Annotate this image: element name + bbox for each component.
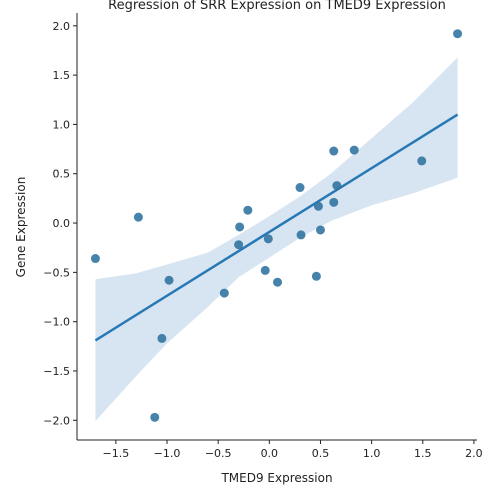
data-points-layer <box>90 29 463 422</box>
data-point <box>164 275 174 285</box>
x-tick-label: 0.0 <box>261 447 279 460</box>
x-tick-label: −1.0 <box>154 447 181 460</box>
data-point <box>313 201 323 211</box>
data-point <box>133 212 143 222</box>
y-tick-label: 1.0 <box>53 118 71 131</box>
data-point <box>295 183 305 193</box>
data-point <box>90 254 100 264</box>
data-point <box>311 271 321 281</box>
y-tick-label: −0.5 <box>43 266 70 279</box>
data-point <box>349 145 359 155</box>
y-tick-label: 2.0 <box>53 20 71 33</box>
x-ticks: −1.5 −1.0 −0.5 0.0 0.5 1.0 1.5 2.0 <box>103 440 483 460</box>
y-tick-label: 0.0 <box>53 217 71 230</box>
data-point <box>315 225 325 235</box>
data-point <box>157 333 167 343</box>
chart-title: Regression of SRR Expression on TMED9 Ex… <box>108 0 446 13</box>
x-tick-label: 2.0 <box>465 447 483 460</box>
x-tick-label: 1.5 <box>414 447 432 460</box>
data-point <box>329 146 339 156</box>
y-tick-label: 1.5 <box>53 69 71 82</box>
data-point <box>263 234 273 244</box>
x-tick-label: −1.5 <box>103 447 130 460</box>
data-point <box>296 230 306 240</box>
y-tick-label: −2.0 <box>43 414 70 427</box>
data-point <box>329 197 339 207</box>
regression-line-layer <box>94 113 459 342</box>
data-point <box>453 29 463 39</box>
data-point <box>235 222 245 232</box>
x-tick-label: −0.5 <box>205 447 232 460</box>
y-axis-label: Gene Expression <box>14 177 28 278</box>
data-point <box>219 288 229 298</box>
y-tick-label: −1.5 <box>43 365 70 378</box>
data-point <box>260 265 270 275</box>
data-point <box>150 412 160 422</box>
data-point <box>417 156 427 166</box>
y-ticks: −2.0 −1.5 −1.0 −0.5 0.0 0.5 1.0 1.5 2.0 <box>43 20 77 427</box>
confidence-band <box>95 57 458 422</box>
data-point <box>273 277 283 287</box>
regression-line <box>94 113 459 342</box>
confidence-band-layer <box>95 57 458 422</box>
data-point <box>332 181 342 191</box>
x-axis-label: TMED9 Expression <box>220 471 332 485</box>
x-tick-label: 0.5 <box>312 447 330 460</box>
x-tick-label: 1.0 <box>363 447 381 460</box>
data-point <box>234 240 244 250</box>
y-tick-label: 0.5 <box>53 168 71 181</box>
data-point <box>243 205 253 215</box>
axes-layer <box>76 13 477 441</box>
y-tick-label: −1.0 <box>43 316 70 329</box>
